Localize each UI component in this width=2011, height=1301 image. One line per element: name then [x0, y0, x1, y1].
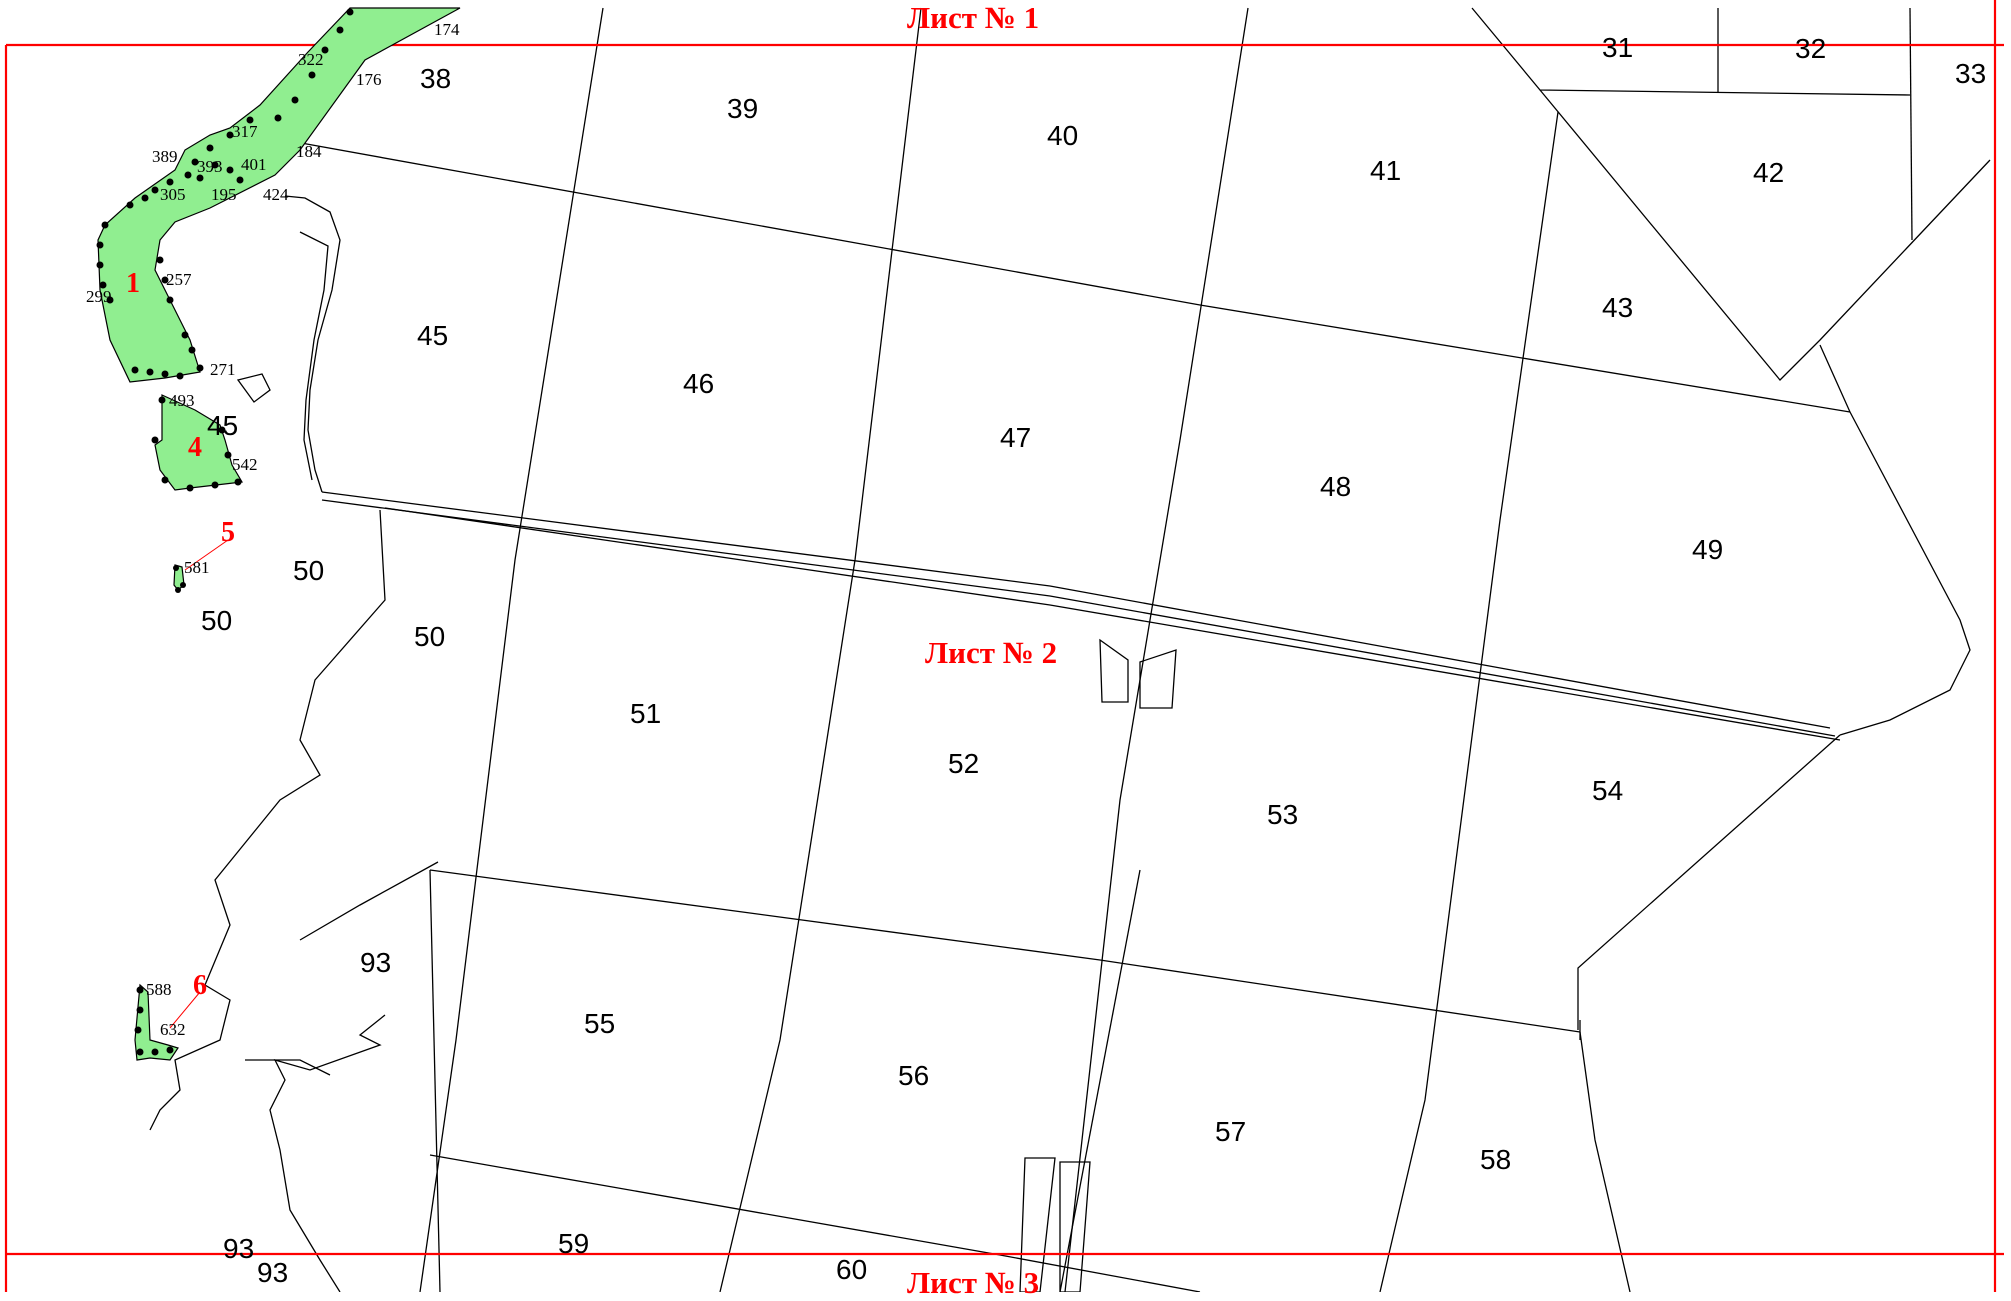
coast-road-inner [299, 231, 329, 481]
point-493: 493 [169, 391, 195, 410]
point-184: 184 [296, 142, 322, 161]
zone-label-6: 6 [193, 970, 207, 1001]
sheet-title-2: Лист № 2 [925, 635, 1058, 670]
block-47: 47 [1000, 422, 1032, 453]
block-93-c: 93 [257, 1257, 289, 1288]
block-50-b: 50 [201, 605, 233, 636]
point-271: 271 [210, 360, 236, 379]
sheet-title-1: Лист № 1 [907, 0, 1040, 35]
zone-label-1: 1 [126, 268, 140, 299]
main-road-south [321, 499, 1836, 737]
block-53: 53 [1267, 799, 1299, 830]
north-road [239, 131, 1851, 413]
point-176: 176 [356, 70, 382, 89]
block-50-c: 50 [414, 621, 446, 652]
point-581: 581 [184, 558, 210, 577]
point-401: 401 [241, 155, 267, 174]
block-52: 52 [948, 748, 980, 779]
block-55: 55 [584, 1008, 616, 1039]
point-299: 299 [86, 287, 112, 306]
point-195: 195 [211, 185, 237, 204]
block-54: 54 [1592, 775, 1624, 806]
block-58: 58 [1480, 1144, 1512, 1175]
point-393: 393 [197, 157, 223, 176]
block-45: 45 [417, 320, 449, 351]
block-50-a: 50 [293, 555, 325, 586]
block-46: 46 [683, 368, 715, 399]
main-road-north [321, 491, 1831, 729]
block-93-a: 93 [360, 947, 392, 978]
block-33: 33 [1955, 58, 1987, 89]
block-57: 57 [1215, 1116, 1247, 1147]
block-42: 42 [1753, 157, 1785, 188]
block-49: 49 [1692, 534, 1724, 565]
coast-road [284, 195, 341, 493]
block-31: 31 [1602, 32, 1634, 63]
zone-label-4: 4 [188, 432, 202, 463]
block-45-small: 45 [207, 410, 239, 441]
pier-outline [236, 373, 271, 403]
point-305: 305 [160, 185, 186, 204]
block-60: 60 [836, 1254, 868, 1285]
block-39: 39 [727, 93, 759, 124]
zone-6-area [134, 983, 179, 1061]
block-51: 51 [630, 698, 662, 729]
block-48: 48 [1320, 471, 1352, 502]
block-32: 32 [1795, 33, 1827, 64]
block-93-b: 93 [223, 1233, 255, 1264]
sheet-title-3: Лист № 3 [907, 1265, 1040, 1300]
point-317: 317 [232, 122, 258, 141]
point-174: 174 [434, 20, 460, 39]
zone-1-area [97, 7, 461, 383]
block-41: 41 [1370, 155, 1402, 186]
main-road-south-2 [384, 507, 1841, 741]
block-43: 43 [1602, 292, 1634, 323]
point-632: 632 [160, 1020, 186, 1039]
point-542: 542 [232, 455, 258, 474]
south-road [429, 869, 1581, 1033]
zone-label-5: 5 [221, 517, 235, 548]
point-322: 322 [298, 50, 324, 69]
point-588: 588 [146, 980, 172, 999]
block-40: 40 [1047, 120, 1079, 151]
bottom-road [429, 1154, 1201, 1292]
block-38: 38 [420, 63, 452, 94]
point-389: 389 [152, 147, 178, 166]
point-257: 257 [166, 270, 192, 289]
block-56: 56 [898, 1060, 930, 1091]
point-424: 424 [263, 185, 289, 204]
block-59: 59 [558, 1228, 590, 1259]
